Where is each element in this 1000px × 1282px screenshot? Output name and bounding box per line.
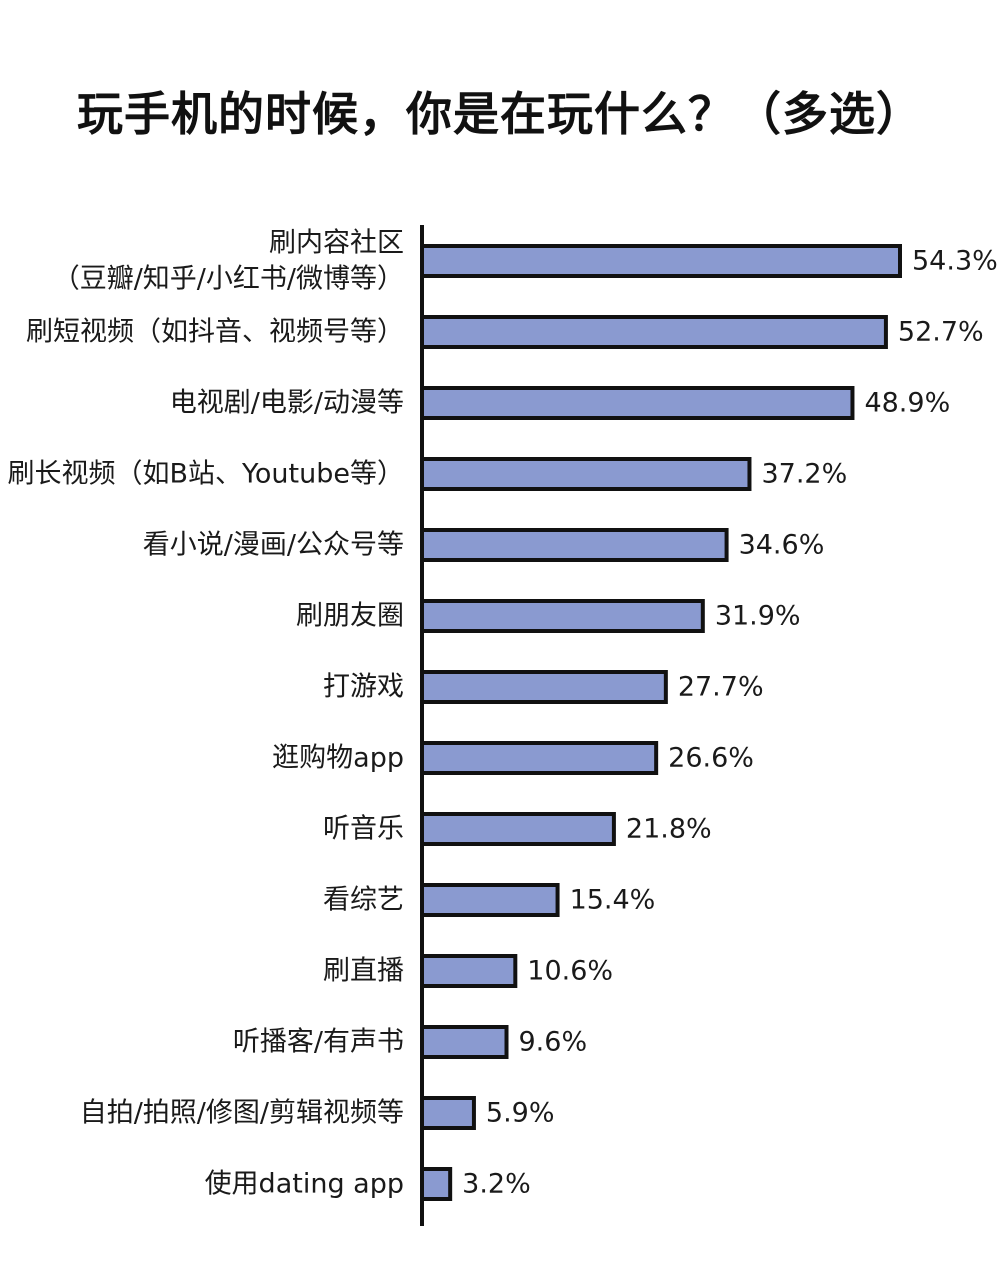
- value-label-11: 9.6%: [519, 1027, 588, 1058]
- value-label-4: 34.6%: [739, 530, 825, 561]
- value-label-7: 26.6%: [668, 743, 754, 774]
- value-labels: 54.3% 52.7% 48.9% 37.2% 34.6% 31.9% 27.7% 26.6%…: [462, 246, 998, 1200]
- category-label-11: 听播客/有声书: [233, 1027, 404, 1058]
- category-labels: 刷内容社区 （豆瓣/知乎/小红书/微博等） 刷短视频（如抖音、视频号等） 电视剧/电影…: [7, 228, 404, 1200]
- category-label-10: 刷直播: [323, 956, 404, 987]
- bar-11: [420, 1025, 509, 1059]
- bar-5: [420, 599, 705, 633]
- category-label-8: 听音乐: [323, 814, 404, 845]
- bar-10: [420, 954, 518, 988]
- category-label-1: 刷短视频（如抖音、视频号等）: [26, 317, 404, 348]
- value-label-10: 10.6%: [527, 956, 613, 987]
- category-label-9: 看综艺: [323, 885, 404, 916]
- category-label-3: 刷长视频（如B站、Youtube等）: [7, 459, 404, 490]
- category-label-7: 逛购物app: [272, 743, 404, 774]
- value-label-6: 27.7%: [678, 672, 764, 703]
- value-label-2: 48.9%: [864, 388, 950, 419]
- category-label-5: 刷朋友圈: [296, 601, 404, 632]
- bar-13: [420, 1167, 453, 1201]
- category-label-6: 打游戏: [323, 672, 404, 703]
- category-label-13: 使用dating app: [205, 1169, 404, 1200]
- bar-9: [420, 883, 560, 917]
- value-label-8: 21.8%: [626, 814, 712, 845]
- value-label-9: 15.4%: [570, 885, 656, 916]
- bar-4: [420, 528, 729, 562]
- category-label-12: 自拍/拍照/修图/剪辑视频等: [80, 1098, 404, 1129]
- value-label-12: 5.9%: [486, 1098, 555, 1129]
- bar-7: [420, 741, 659, 775]
- category-label-0-line-0: 刷内容社区: [269, 228, 404, 259]
- value-label-1: 52.7%: [898, 317, 984, 348]
- bar-6: [420, 670, 668, 704]
- value-label-0: 54.3%: [912, 246, 998, 277]
- value-label-5: 31.9%: [715, 601, 801, 632]
- category-label-0-line-1: （豆瓣/知乎/小红书/微博等）: [53, 264, 404, 295]
- bar-8: [420, 812, 616, 846]
- category-label-2: 电视剧/电影/动漫等: [170, 388, 404, 419]
- bar-1: [420, 315, 888, 349]
- category-label-4: 看小说/漫画/公众号等: [143, 530, 404, 561]
- bar-3: [420, 457, 752, 491]
- value-label-13: 3.2%: [462, 1169, 531, 1200]
- chart-title: 玩手机的时候，你是在玩什么？（多选）: [77, 87, 923, 141]
- bars-layer: [420, 244, 902, 1201]
- bar-12: [420, 1096, 476, 1130]
- bar-0: [420, 244, 902, 278]
- bar-2: [420, 386, 855, 420]
- value-label-3: 37.2%: [761, 459, 847, 490]
